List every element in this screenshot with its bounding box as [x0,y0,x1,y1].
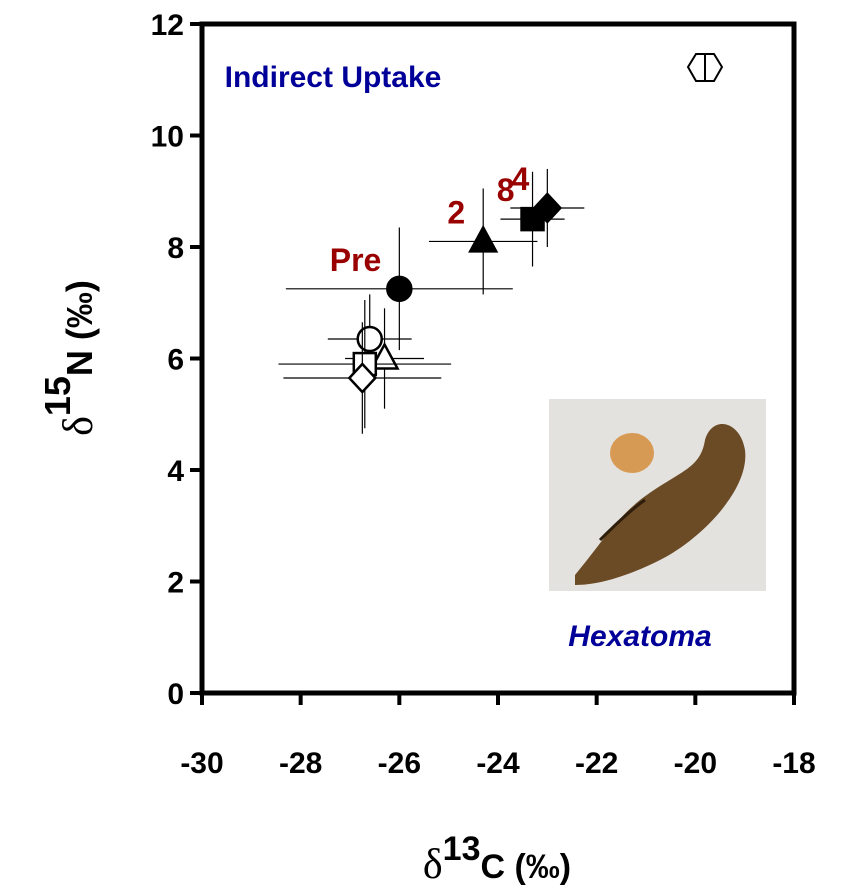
icon [688,54,722,81]
annotation: Indirect Uptake [225,61,442,94]
point-label: 2 [447,194,465,230]
x-tick-label: -20 [674,747,717,780]
y-tick-label: 12 [151,9,184,42]
y-tick-label: 4 [167,455,184,488]
annotation: Hexatoma [568,620,711,653]
x-tick-label: -24 [476,747,520,780]
marker [470,227,496,251]
y-label-sup: 15 [37,376,78,416]
plot-frame [202,24,794,693]
y-tick-label: 2 [167,567,184,600]
point-label: 4 [512,161,530,197]
x-axis-label: δ13C (‰) [423,830,571,888]
x-tick-label: -26 [378,747,421,780]
y-label-symbol: δ [56,416,102,436]
y-axis-label: δ15N (‰) [37,280,102,436]
marker [358,327,382,351]
point-label: Pre [330,242,382,278]
x-tick-label: -22 [575,747,618,780]
x-label-text: C (‰) [480,848,571,886]
y-tick-label: 0 [167,678,184,711]
x-tick-label: -18 [772,747,815,780]
y-tick-label: 6 [167,344,184,377]
x-tick-label: -28 [279,747,322,780]
x-tick-label: -30 [180,747,223,780]
chart: Indirect Uptake Hexatoma δ13C (‰) δ15N (… [0,0,848,889]
y-tick-label: 10 [151,121,184,154]
y-tick-label: 8 [167,232,184,265]
x-label-symbol: δ [423,842,443,888]
marker [387,277,411,301]
x-label-sup: 13 [443,830,481,868]
photo [549,399,766,591]
y-label-text: N (‰) [59,280,100,376]
